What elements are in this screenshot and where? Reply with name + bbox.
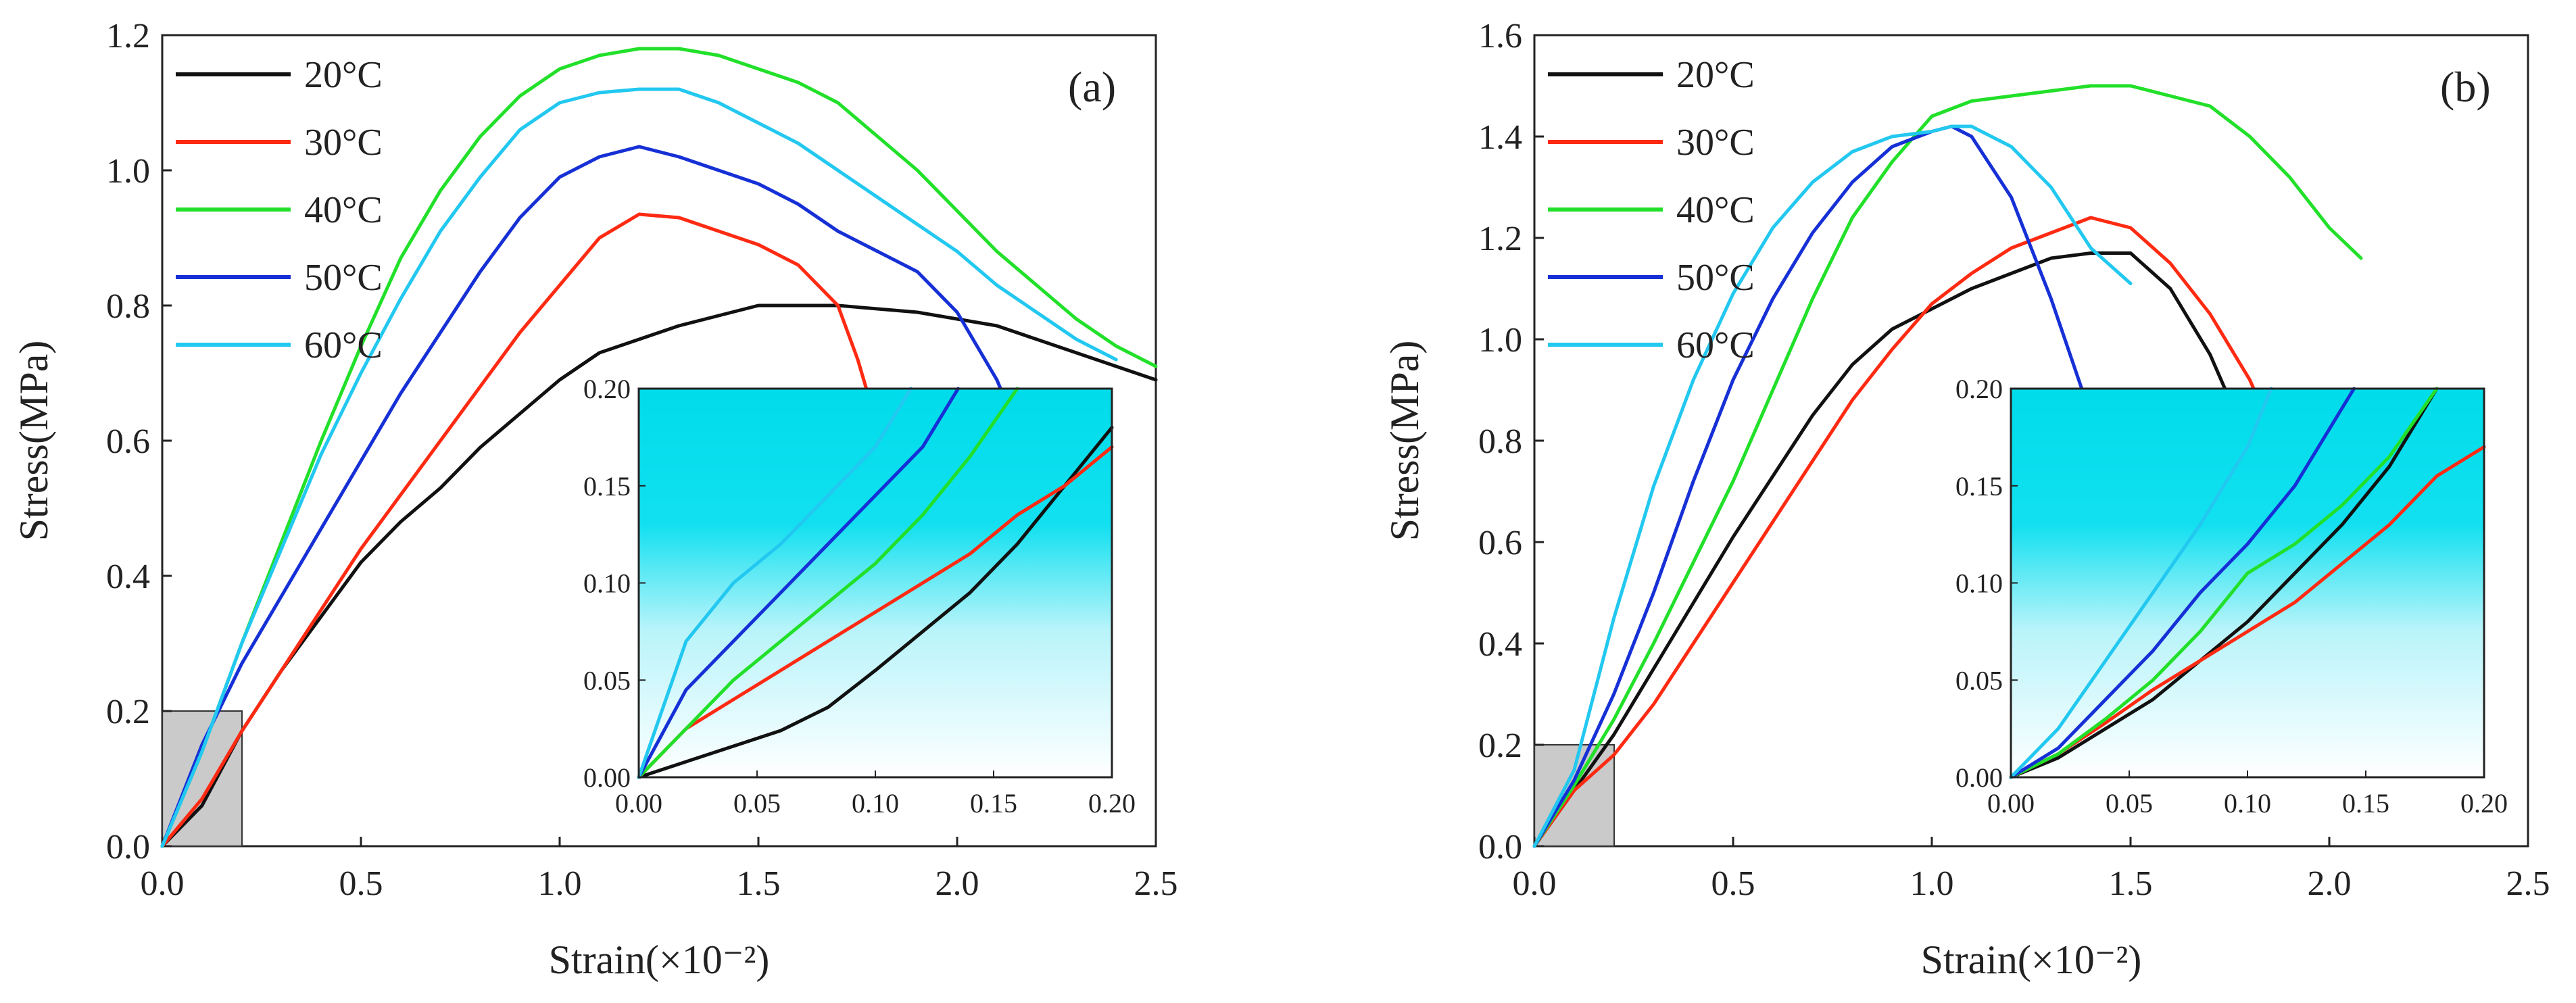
panel-label: (a) bbox=[1068, 63, 1116, 111]
inset-y-tick-label: 0.15 bbox=[1955, 471, 2003, 502]
x-tick-label: 0.0 bbox=[141, 864, 185, 903]
inset-x-tick-label: 0.05 bbox=[2106, 788, 2153, 818]
inset-y-tick-label: 0.10 bbox=[1955, 568, 2003, 599]
inset-background bbox=[639, 389, 1112, 777]
inset-background bbox=[2011, 389, 2484, 777]
x-tick-label: 1.5 bbox=[737, 864, 781, 903]
y-tick-label: 1.0 bbox=[106, 152, 150, 191]
y-axis-label: Stress(MPa) bbox=[11, 341, 56, 541]
x-tick-label: 1.5 bbox=[2109, 864, 2153, 903]
x-tick-label: 2.5 bbox=[1134, 864, 1178, 903]
series-line-50c bbox=[1532, 124, 2133, 848]
x-tick-label: 0.5 bbox=[1711, 864, 1755, 903]
inset-x-tick-label: 0.15 bbox=[2342, 788, 2389, 818]
y-tick-label: 1.2 bbox=[106, 17, 150, 55]
inset-x-tick-label: 0.15 bbox=[970, 788, 1017, 818]
legend-label-60c: 60°C bbox=[304, 324, 383, 366]
legend-label-40c: 40°C bbox=[304, 189, 383, 231]
inset-x-tick-label: 0.05 bbox=[733, 788, 781, 818]
x-axis-label: Strain(×10⁻²) bbox=[549, 937, 770, 982]
series-line-40c bbox=[1532, 84, 2363, 848]
series-line-60c bbox=[160, 87, 1118, 848]
inset-y-tick-label: 0.00 bbox=[583, 762, 631, 793]
inset-series-line-60c bbox=[637, 387, 913, 779]
inset-y-tick-label: 0.15 bbox=[583, 471, 631, 502]
x-tick-label: 0.5 bbox=[339, 864, 383, 903]
series-line-60c bbox=[1532, 124, 2133, 848]
y-tick-label: 0.6 bbox=[1478, 524, 1522, 562]
legend-label-30c: 30°C bbox=[304, 122, 383, 164]
inset-series-line-50c bbox=[2009, 387, 2356, 779]
legend-label-20c: 20°C bbox=[1676, 54, 1755, 96]
x-axis-label: Strain(×10⁻²) bbox=[1921, 937, 2142, 982]
y-tick-label: 0.2 bbox=[1478, 727, 1522, 765]
inset-series-line-40c bbox=[637, 387, 1019, 779]
inset-y-tick-label: 0.10 bbox=[583, 568, 631, 599]
inset-y-tick-label: 0.20 bbox=[583, 374, 631, 404]
inset-y-tick-label: 0.20 bbox=[1955, 374, 2003, 404]
inset-series-line-20c bbox=[2009, 387, 2439, 779]
panel-a: 0.0 0.2 0.4 0.6 0.8 1.0 1.2 0.0 0.5 1.0 1.5 2.0 2.5 S… bbox=[11, 17, 1178, 982]
zoom-region bbox=[162, 710, 243, 847]
y-tick-label: 0.8 bbox=[106, 287, 150, 326]
series-line-30c bbox=[160, 212, 879, 848]
y-tick-label: 1.6 bbox=[1478, 17, 1522, 55]
series-line-20c bbox=[160, 303, 1158, 848]
y-tick-label: 0.8 bbox=[1478, 422, 1522, 461]
y-axis-label: Stress(MPa) bbox=[1382, 341, 1427, 541]
series-line-50c bbox=[160, 145, 1019, 848]
y-tick-label: 1.2 bbox=[1478, 220, 1522, 258]
panel-label: (b) bbox=[2440, 63, 2491, 111]
x-tick-label: 2.5 bbox=[2506, 864, 2550, 903]
x-tick-label: 0.0 bbox=[1513, 864, 1557, 903]
y-tick-label: 0.0 bbox=[106, 828, 150, 866]
x-tick-label: 2.0 bbox=[2308, 864, 2352, 903]
x-tick-label: 2.0 bbox=[935, 864, 979, 903]
x-tick-label: 1.0 bbox=[538, 864, 582, 903]
legend-label-40c: 40°C bbox=[1676, 189, 1755, 231]
legend-label-30c: 30°C bbox=[1676, 122, 1755, 164]
inset-x-tick-label: 0.10 bbox=[852, 788, 899, 818]
inset-x-tick-label: 0.10 bbox=[2224, 788, 2271, 818]
inset-y-tick-label: 0.00 bbox=[1955, 762, 2003, 793]
inset-series-line-30c bbox=[2009, 445, 2486, 779]
y-tick-label: 0.4 bbox=[1478, 625, 1522, 664]
y-tick-label: 1.4 bbox=[1478, 118, 1522, 157]
y-tick-label: 0.2 bbox=[106, 693, 150, 731]
x-tick-label: 1.0 bbox=[1910, 864, 1954, 903]
inset-x-tick-label: 0.00 bbox=[615, 788, 662, 818]
legend-label-50c: 50°C bbox=[1676, 257, 1755, 299]
inset-series-line-60c bbox=[2009, 387, 2273, 779]
y-tick-label: 0.4 bbox=[106, 558, 150, 596]
legend-label-20c: 20°C bbox=[304, 54, 383, 96]
y-tick-label: 0.6 bbox=[106, 422, 150, 461]
inset-series-line-20c bbox=[637, 426, 1114, 779]
series-line-40c bbox=[160, 47, 1158, 848]
y-tick-label: 1.0 bbox=[1478, 321, 1522, 360]
inset-x-tick-label: 0.20 bbox=[2460, 788, 2508, 818]
series-line-20c bbox=[1532, 251, 2232, 848]
inset-y-tick-label: 0.05 bbox=[1955, 665, 2003, 695]
panel-b: 0.0 0.2 0.4 0.6 0.8 1.0 1.2 1.4 1.6 0.0 0.5 1.0 1.5 2… bbox=[1382, 17, 2550, 982]
inset-series-line-50c bbox=[637, 387, 960, 779]
inset-x-tick-label: 0.00 bbox=[1987, 788, 2035, 818]
legend-label-60c: 60°C bbox=[1676, 324, 1755, 366]
legend-label-50c: 50°C bbox=[304, 257, 383, 299]
inset-series-line-40c bbox=[2009, 387, 2439, 779]
inset-x-tick-label: 0.20 bbox=[1088, 788, 1136, 818]
y-tick-label: 0.0 bbox=[1478, 828, 1522, 866]
series-line-30c bbox=[1532, 216, 2272, 848]
inset-y-tick-label: 0.05 bbox=[583, 665, 631, 695]
inset-series-line-30c bbox=[637, 445, 1114, 779]
